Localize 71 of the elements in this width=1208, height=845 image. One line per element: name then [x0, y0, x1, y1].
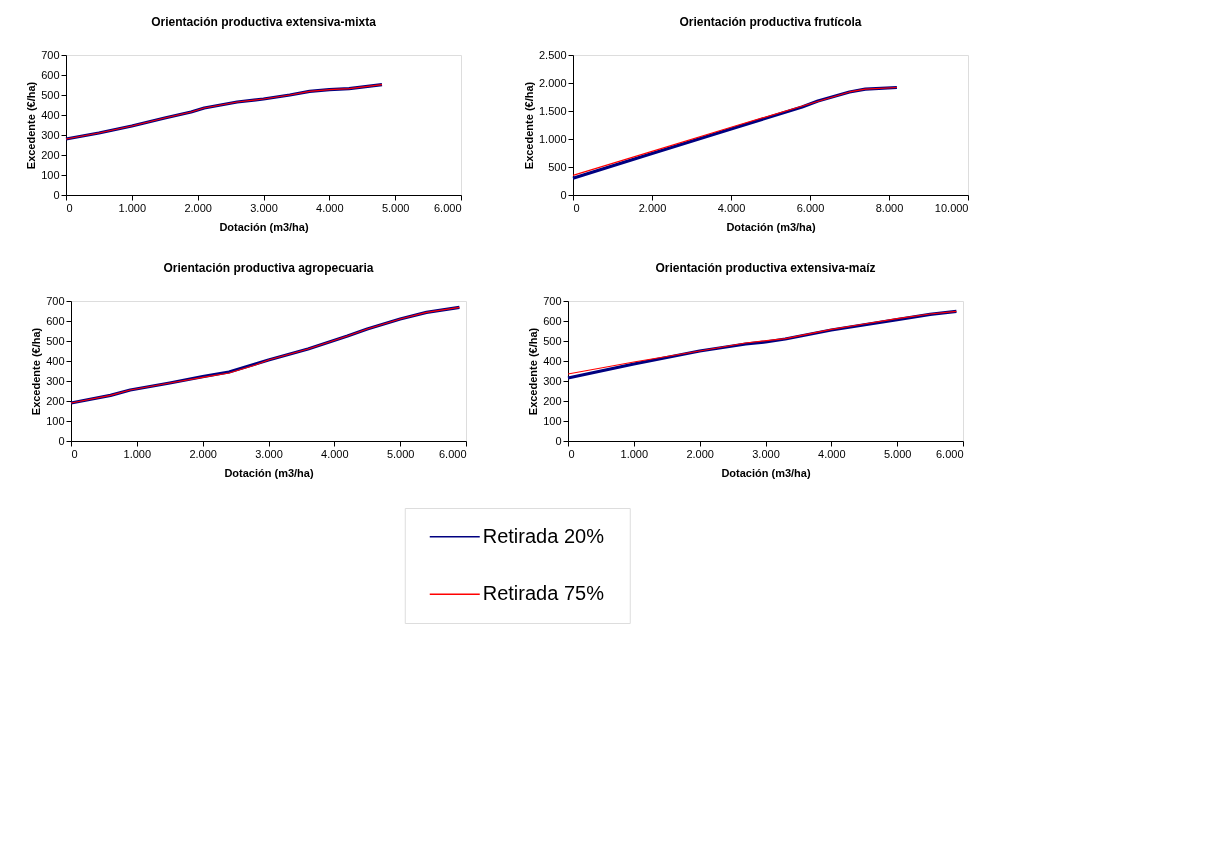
- x-tick-label: 2.000: [638, 201, 667, 214]
- y-tick-label: 600: [41, 68, 60, 81]
- x-tick-label: 10.000: [934, 201, 969, 214]
- y-axis-title: Excedente (€/ha): [30, 327, 43, 416]
- y-axis-title: Excedente (€/ha): [522, 81, 535, 170]
- y-tick-label: 600: [543, 314, 562, 327]
- x-tick-label: 3.000: [752, 447, 780, 460]
- y-tick-label: 500: [41, 88, 60, 101]
- x-tick-label: 5.000: [386, 447, 415, 460]
- y-tick-label: 200: [41, 148, 60, 161]
- x-tick-label: 3.000: [255, 447, 283, 460]
- y-tick-label: 0: [555, 434, 562, 447]
- x-axis-title: Dotación (m3/ha): [224, 466, 314, 479]
- x-tick-label: 5.000: [883, 447, 912, 460]
- x-tick-label: 4.000: [316, 201, 344, 214]
- y-tick-label: 200: [543, 394, 562, 407]
- y-tick-label: 700: [543, 294, 562, 307]
- chart-title: Orientación productiva extensiva-maíz: [655, 261, 876, 275]
- x-axis-title: Dotación (m3/ha): [726, 220, 816, 233]
- legend-label: Retirada 20%: [482, 524, 605, 547]
- x-tick-label: 0: [573, 201, 580, 214]
- chart-title: Orientación productiva frutícola: [679, 15, 862, 29]
- y-tick-label: 100: [41, 168, 60, 181]
- x-tick-label: 6.000: [433, 201, 462, 214]
- x-tick-label: 0: [71, 447, 78, 460]
- x-tick-label: 5.000: [381, 201, 410, 214]
- x-tick-label: 1.000: [620, 447, 649, 460]
- y-tick-label: 400: [46, 354, 65, 367]
- y-tick-label: 400: [543, 354, 562, 367]
- legend-label: Retirada 75%: [482, 582, 605, 605]
- x-tick-label: 1.000: [123, 447, 152, 460]
- y-axis-title: Excedente (€/ha): [527, 327, 540, 416]
- x-tick-label: 6.000: [438, 447, 467, 460]
- chart-title: Orientación productiva extensiva-mixta: [151, 15, 377, 29]
- y-tick-label: 500: [548, 160, 567, 173]
- x-tick-label: 4.000: [717, 201, 746, 214]
- y-tick-label: 300: [41, 128, 60, 141]
- x-tick-label: 1.000: [118, 201, 147, 214]
- x-tick-label: 3.000: [250, 201, 278, 214]
- y-tick-label: 0: [560, 188, 567, 201]
- y-tick-label: 500: [46, 334, 65, 347]
- x-tick-label: 4.000: [818, 447, 846, 460]
- x-tick-label: 0: [568, 447, 575, 460]
- y-tick-label: 200: [46, 394, 65, 407]
- x-tick-label: 4.000: [321, 447, 349, 460]
- y-tick-label: 700: [41, 48, 60, 61]
- y-tick-label: 2.000: [538, 76, 567, 89]
- y-tick-label: 100: [543, 414, 562, 427]
- y-tick-label: 700: [46, 294, 65, 307]
- y-tick-label: 400: [41, 108, 60, 121]
- y-tick-label: 2.500: [538, 48, 567, 61]
- y-tick-label: 100: [46, 414, 65, 427]
- y-tick-label: 600: [46, 314, 65, 327]
- x-tick-label: 6.000: [935, 447, 964, 460]
- y-axis-title: Excedente (€/ha): [25, 81, 38, 170]
- chart-title: Orientación productiva agropecuaria: [163, 261, 374, 275]
- x-tick-label: 0: [66, 201, 73, 214]
- x-tick-label: 6.000: [796, 201, 825, 214]
- y-tick-label: 0: [53, 188, 60, 201]
- x-tick-label: 8.000: [875, 201, 904, 214]
- x-tick-label: 2.000: [184, 201, 212, 214]
- x-axis-title: Dotación (m3/ha): [721, 466, 811, 479]
- y-tick-label: 300: [543, 374, 562, 387]
- x-tick-label: 2.000: [686, 447, 714, 460]
- y-tick-label: 500: [543, 334, 562, 347]
- y-tick-label: 0: [58, 434, 65, 447]
- x-tick-label: 2.000: [189, 447, 217, 460]
- x-axis-title: Dotación (m3/ha): [219, 220, 309, 233]
- y-tick-label: 1.000: [538, 132, 567, 145]
- y-tick-label: 1.500: [538, 104, 567, 117]
- y-tick-label: 300: [46, 374, 65, 387]
